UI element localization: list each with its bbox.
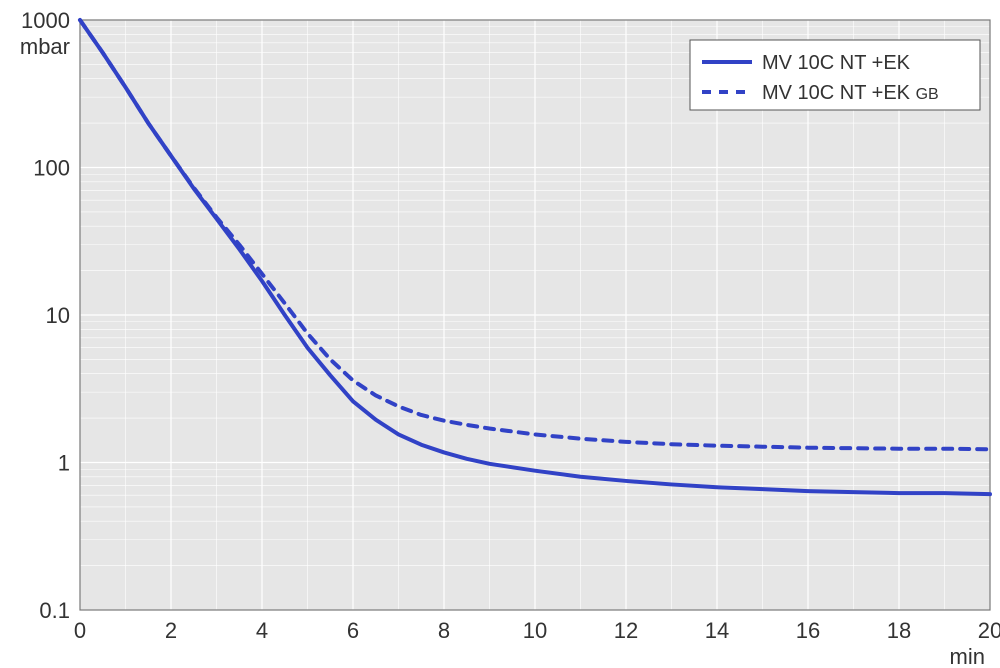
x-tick-label: 14	[705, 618, 729, 643]
x-tick-label: 18	[887, 618, 911, 643]
y-tick-label: 1	[58, 451, 70, 476]
y-tick-label: 100	[33, 156, 70, 181]
legend-label-0: MV 10C NT +EK	[762, 52, 911, 74]
y-tick-label: 1000	[21, 8, 70, 33]
x-tick-label: 12	[614, 618, 638, 643]
x-tick-label: 20	[978, 618, 1000, 643]
x-tick-label: 6	[347, 618, 359, 643]
x-tick-label: 4	[256, 618, 268, 643]
x-axis-label: min	[950, 644, 985, 668]
y-tick-label: 0.1	[39, 598, 70, 623]
y-tick-label: 10	[46, 303, 70, 328]
x-tick-label: 8	[438, 618, 450, 643]
y-axis-label: mbar	[20, 34, 70, 59]
x-tick-label: 0	[74, 618, 86, 643]
pressure-time-chart: 0 2 4 6 8 10 12 14 16 18 20min 0.1 1 10 100 1000mbar MV …	[0, 0, 1000, 668]
legend-label-1: MV 10C NT +EK GB	[762, 82, 939, 104]
x-tick-label: 16	[796, 618, 820, 643]
x-tick-label: 2	[165, 618, 177, 643]
x-tick-label: 10	[523, 618, 547, 643]
